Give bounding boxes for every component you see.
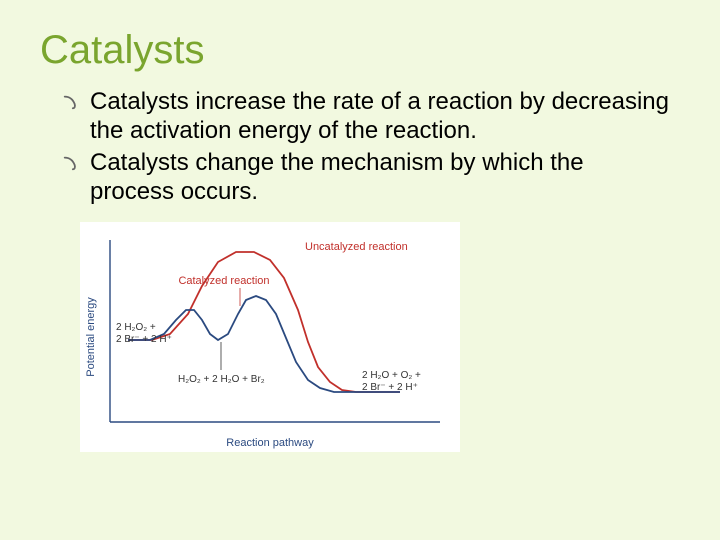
bullet-item: Catalysts increase the rate of a reactio… (62, 87, 670, 146)
page-title: Catalysts (40, 28, 680, 73)
bullet-icon (62, 93, 80, 111)
bullet-item: Catalysts change the mechanism by which … (62, 148, 670, 207)
reactants-label: 2 H₂O₂ + 2 Br⁻ + 2 H⁺ (116, 322, 172, 345)
catalyzed-label: Catalyzed reaction (178, 275, 269, 287)
uncatalyzed-curve (128, 252, 400, 392)
bullet-list: Catalysts increase the rate of a reactio… (40, 87, 680, 206)
uncatalyzed-label: Uncatalyzed reaction (305, 241, 408, 253)
slide: Catalysts Catalysts increase the rate of… (0, 0, 720, 540)
products-label: 2 H₂O + O₂ + 2 Br⁻ + 2 H⁺ (362, 370, 424, 393)
intermediate-label: H₂O₂ + 2 H₂O + Br₂ (178, 374, 265, 385)
y-axis-label: Potential energy (85, 297, 97, 377)
energy-diagram-svg: Potential energy Reaction pathway Uncata… (80, 222, 460, 452)
bullet-text: Catalysts change the mechanism by which … (90, 149, 584, 205)
bullet-text: Catalysts increase the rate of a reactio… (90, 88, 669, 144)
bullet-icon (62, 154, 80, 172)
energy-diagram: Potential energy Reaction pathway Uncata… (80, 222, 460, 452)
x-axis-label: Reaction pathway (226, 437, 314, 449)
